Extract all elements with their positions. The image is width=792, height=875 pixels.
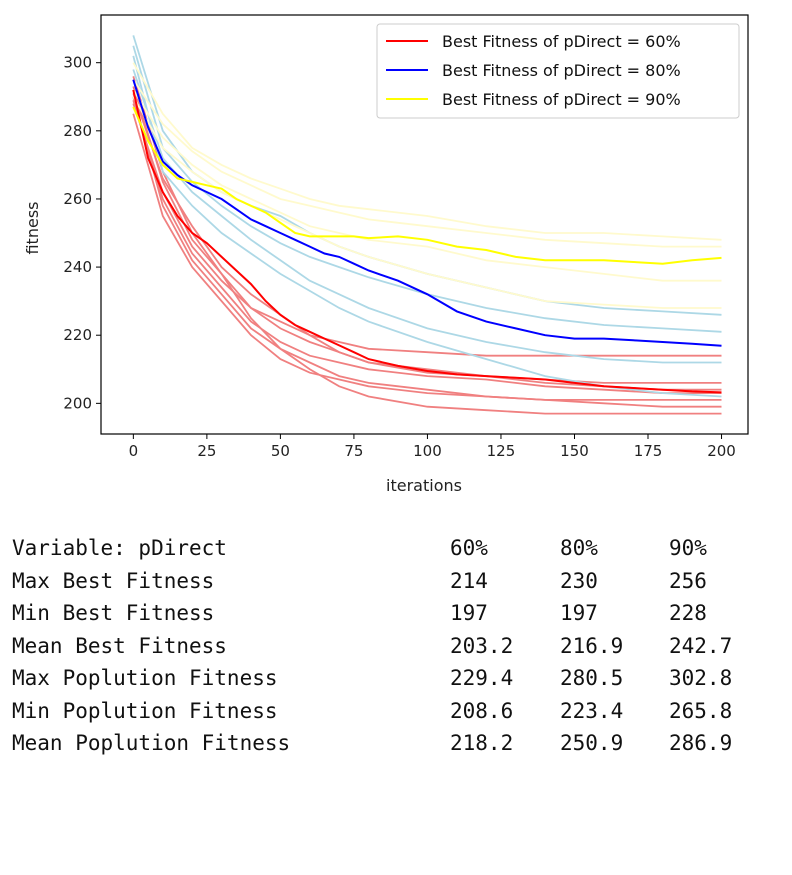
background-run-line-8 bbox=[132, 55, 722, 398]
x-tick-label: 125 bbox=[487, 442, 516, 460]
y-tick-label: 300 bbox=[63, 54, 92, 72]
background-run-line-11 bbox=[132, 62, 722, 241]
stats-cell: 302.8 bbox=[669, 666, 733, 690]
stats-cell: 203.2 bbox=[450, 633, 514, 658]
stats-cell: 230 bbox=[560, 568, 598, 593]
stats-row: Max Poplution Fitness 229.4 280.5 302.8 bbox=[12, 666, 732, 699]
stats-row: Mean Best Fitness 203.2 216.9 242.7 bbox=[12, 634, 732, 667]
stats-cell: 280.5 bbox=[560, 666, 624, 690]
stats-row-label: Min Poplution Fitness bbox=[12, 698, 278, 723]
background-run-line-10 bbox=[132, 69, 722, 364]
legend-label-80: Best Fitness of pDirect = 80% bbox=[442, 61, 681, 80]
series-line-2 bbox=[132, 106, 722, 265]
fitness-chart: 0 25 50 75 100 125 150 175 200 200 220 240 260 280 30… bbox=[23, 14, 749, 495]
stats-cell: 250.9 bbox=[560, 731, 624, 755]
best-fitness-series bbox=[132, 79, 722, 394]
stats-cell: 229.4 bbox=[450, 666, 514, 690]
stats-header-variable: Variable: pDirect bbox=[12, 536, 227, 560]
y-tick-label: 280 bbox=[63, 122, 92, 140]
x-axis-ticks: 0 25 50 75 100 125 150 175 200 bbox=[129, 434, 736, 460]
stats-row: Max Best Fitness 214 230 256 bbox=[12, 569, 707, 602]
stats-cell: 208.6 bbox=[450, 698, 514, 723]
legend-label-90: Best Fitness of pDirect = 90% bbox=[442, 90, 681, 109]
x-tick-label: 25 bbox=[197, 442, 216, 460]
stats-row: Min Poplution Fitness 208.6 223.4 265.8 bbox=[12, 699, 732, 732]
background-run-line-4 bbox=[132, 113, 722, 401]
y-tick-label: 260 bbox=[63, 190, 92, 208]
x-tick-label: 150 bbox=[560, 442, 589, 460]
x-tick-label: 200 bbox=[707, 442, 736, 460]
legend-label-60: Best Fitness of pDirect = 60% bbox=[442, 32, 681, 51]
stats-header-90: 90% bbox=[669, 536, 707, 560]
stats-row-label: Max Poplution Fitness bbox=[12, 666, 278, 690]
stats-cell: 242.7 bbox=[669, 633, 733, 658]
y-axis-ticks: 200 220 240 260 280 300 bbox=[63, 54, 101, 412]
stats-row-label: Min Best Fitness bbox=[12, 601, 215, 625]
stats-cell: 228 bbox=[669, 601, 707, 625]
stats-row-label: Mean Poplution Fitness bbox=[12, 731, 291, 755]
stats-table: Variable: pDirect 60% 80% 90% Max Best F… bbox=[12, 536, 732, 764]
x-tick-label: 100 bbox=[413, 442, 442, 460]
y-tick-label: 220 bbox=[63, 326, 92, 344]
x-tick-label: 175 bbox=[634, 442, 663, 460]
background-run-line-6 bbox=[132, 99, 722, 395]
series-line-1 bbox=[132, 79, 722, 347]
background-run-line-12 bbox=[132, 89, 722, 282]
background-run-line-2 bbox=[132, 103, 722, 357]
stats-cell: 265.8 bbox=[669, 698, 733, 723]
stats-cell: 286.9 bbox=[669, 731, 733, 755]
stats-cell: 214 bbox=[450, 568, 488, 593]
stats-cell: 256 bbox=[669, 568, 707, 593]
stats-row-label: Mean Best Fitness bbox=[12, 633, 227, 658]
stats-row-label: Max Best Fitness bbox=[12, 568, 215, 593]
stats-row: Min Best Fitness 197 197 228 bbox=[12, 601, 707, 634]
x-tick-label: 50 bbox=[271, 442, 290, 460]
series-line-0 bbox=[132, 89, 722, 394]
background-run-line-13 bbox=[132, 79, 722, 248]
background-run-line-3 bbox=[132, 76, 722, 415]
x-axis-title: iterations bbox=[386, 476, 462, 495]
y-tick-label: 200 bbox=[63, 394, 92, 412]
legend: Best Fitness of pDirect = 60% Best Fitne… bbox=[376, 23, 740, 119]
stats-header-row: Variable: pDirect 60% 80% 90% bbox=[12, 536, 707, 569]
stats-cell: 197 bbox=[450, 601, 488, 625]
stats-cell: 218.2 bbox=[450, 731, 514, 755]
stats-header-60: 60% bbox=[450, 536, 488, 560]
background-run-line-14 bbox=[132, 96, 722, 309]
y-tick-label: 240 bbox=[63, 258, 92, 276]
stats-cell: 197 bbox=[560, 601, 598, 625]
x-tick-label: 0 bbox=[129, 442, 139, 460]
x-tick-label: 75 bbox=[344, 442, 363, 460]
stats-cell: 223.4 bbox=[560, 698, 624, 723]
legend-box bbox=[376, 23, 740, 119]
y-axis-title: fitness bbox=[23, 201, 42, 254]
background-run-line-1 bbox=[132, 96, 722, 408]
stats-cell: 216.9 bbox=[560, 633, 624, 658]
stats-header-80: 80% bbox=[560, 536, 598, 560]
stats-row: Mean Poplution Fitness 218.2 250.9 286.9 bbox=[12, 731, 732, 764]
plot-frame bbox=[100, 14, 749, 435]
